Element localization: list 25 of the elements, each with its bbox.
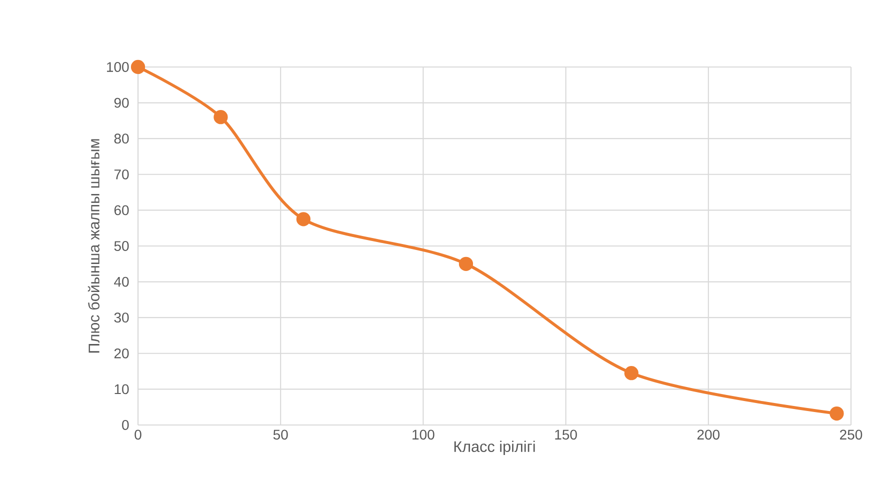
x-tick-label: 100: [412, 430, 434, 440]
y-tick-label: 10: [114, 384, 129, 394]
y-tick-label: 20: [114, 348, 129, 358]
y-tick-label: 80: [114, 134, 129, 144]
x-tick-label: 0: [134, 430, 142, 440]
y-tick-label: 90: [114, 98, 129, 108]
y-tick-label: 50: [114, 241, 129, 251]
point: [296, 212, 310, 226]
y-tick-label: 30: [114, 312, 129, 323]
point: [214, 110, 228, 124]
point: [624, 366, 638, 380]
y-tick-label: 70: [114, 169, 129, 180]
x-tick-label: 150: [555, 430, 577, 440]
x-tick-label: 250: [840, 430, 862, 440]
x-tick-label: 50: [273, 430, 288, 440]
y-tick-label: 60: [114, 205, 129, 216]
point: [830, 406, 844, 421]
y-tick-label: 0: [122, 420, 129, 430]
y-tick-label: 40: [114, 276, 129, 287]
x-axis-title: Класс ірілігі: [454, 440, 535, 456]
y-tick-label: 100: [107, 62, 129, 72]
y-axis-title: Плюс бойынша жалпы шығым: [88, 139, 100, 353]
point: [458, 256, 474, 271]
x-tick-label: 200: [697, 430, 720, 440]
point: [130, 60, 146, 74]
